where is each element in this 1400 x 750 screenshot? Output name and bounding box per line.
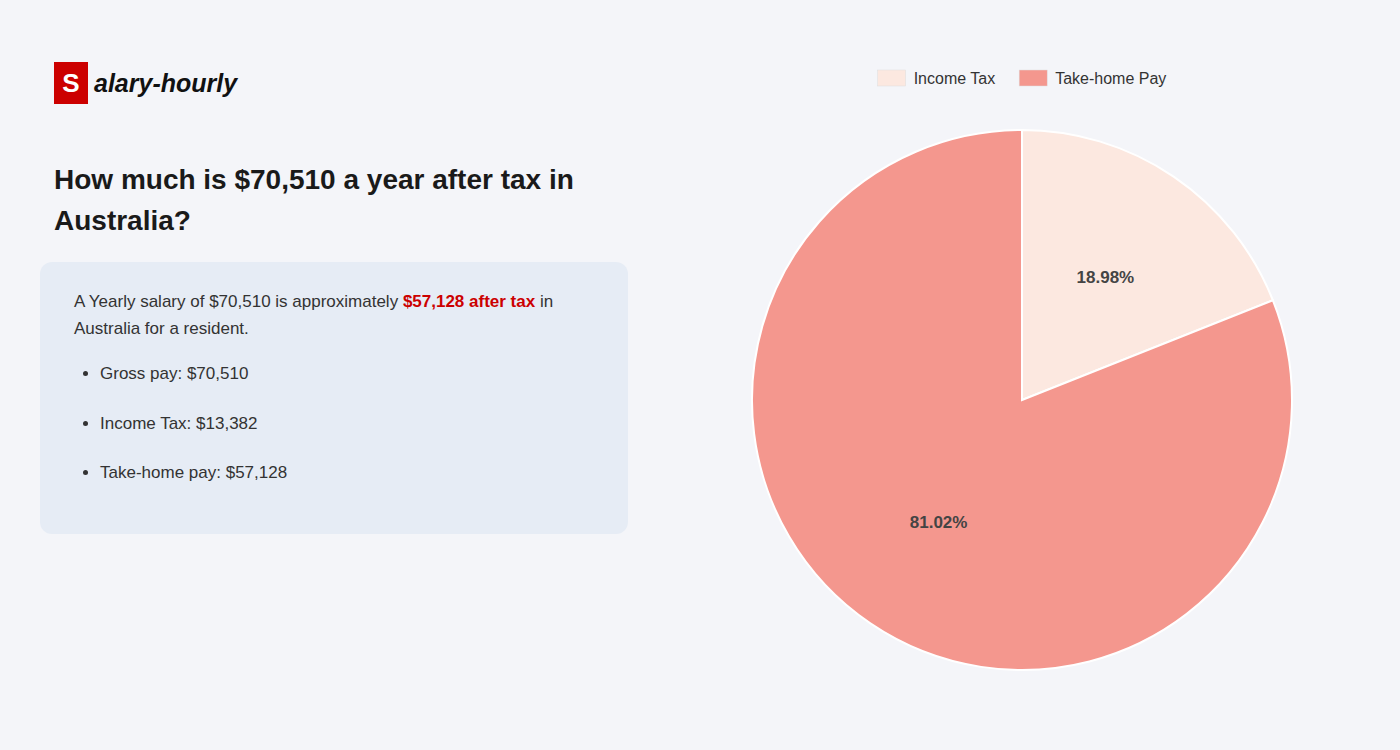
chart-panel: 18.98% 81.02% Income Tax Take-home Pay (672, 0, 1400, 750)
text-panel: Salary-hourly How much is $70,510 a year … (0, 0, 672, 750)
legend-item: Income Tax (878, 70, 996, 87)
legend-item: Take-home Pay (1019, 70, 1166, 87)
logo: Salary-hourly (54, 62, 237, 104)
info-text-line: Australia for a resident. (74, 315, 594, 342)
page: Salary-hourly How much is $70,510 a year … (0, 0, 1400, 750)
logo-badge: S (54, 62, 88, 104)
data-label: 18.98% (1077, 268, 1135, 287)
pie-chart: 18.98% 81.02% Income Tax Take-home Pay (672, 0, 1400, 750)
legend-swatch (878, 70, 906, 86)
bullet-item: Gross pay: $70,510 (100, 360, 594, 387)
bullet-list: Gross pay: $70,510 Income Tax: $13,382 Tak… (74, 360, 594, 486)
title: How much is $70,510 a year after tax inA… (54, 160, 654, 241)
info-highlight: $57,128 after tax (403, 292, 535, 311)
title-line: Australia? (54, 201, 654, 242)
title-line: How much is $70,510 a year after tax in (54, 160, 654, 201)
bullet-item: Income Tax: $13,382 (100, 410, 594, 437)
data-label: 81.02% (910, 513, 968, 532)
legend-label: Take-home Pay (1055, 70, 1166, 87)
bullet-item: Take-home pay: $57,128 (100, 459, 594, 486)
info-box: A Yearly salary of $70,510 is approximat… (40, 262, 628, 534)
legend: Income Tax Take-home Pay (878, 70, 1167, 87)
legend-label: Income Tax (914, 70, 996, 87)
legend-swatch (1019, 70, 1047, 86)
info-text-part: A Yearly salary of $70,510 is approximat… (74, 292, 403, 311)
info-text: A Yearly salary of $70,510 is approximat… (74, 288, 594, 342)
slices (752, 130, 1292, 670)
logo-text: alary-hourly (94, 69, 237, 98)
pie-slice (752, 130, 1292, 670)
info-text-part: in (535, 292, 553, 311)
